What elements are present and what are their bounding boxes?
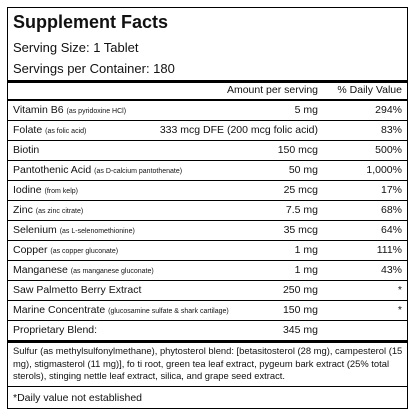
nutrient-name: Manganese xyxy=(13,264,68,276)
nutrient-name-cell: Zinc (as zinc citrate) xyxy=(13,201,83,221)
amount: 1 mg xyxy=(294,244,318,256)
nutrient-name-cell: Copper (as copper gluconate) xyxy=(13,241,118,261)
amount: 345 mg xyxy=(282,324,318,336)
daily-value: 294% xyxy=(375,104,402,116)
nutrient-source: (as D-calcium pantothenate) xyxy=(94,168,183,175)
daily-value: 1,000% xyxy=(366,164,402,176)
nutrient-source: (as pyridoxine HCl) xyxy=(66,108,127,115)
amount: 1 mg xyxy=(294,264,318,276)
nutrient-source: (as manganese gluconate) xyxy=(70,268,154,275)
blend-footnote: Sulfur (as methylsulfonylmethane), phyto… xyxy=(13,345,403,381)
nutrient-name-cell: Selenium (as L-selenomethionine) xyxy=(13,221,135,241)
nutrient-name: Copper xyxy=(13,244,48,256)
nutrient-name-cell: Marine Concentrate (glucosamine sulfate … xyxy=(13,301,229,321)
title: Supplement Facts xyxy=(13,12,169,32)
amount: 150 mg xyxy=(282,304,318,316)
daily-value: 500% xyxy=(375,144,402,156)
nutrient-row: Saw Palmetto Berry Extract 250 mg * xyxy=(8,281,407,301)
nutrient-name-cell: Folate (as folic acid) xyxy=(13,121,86,141)
nutrient-name: Iodine xyxy=(13,184,42,196)
nutrient-name: Biotin xyxy=(13,144,40,156)
amount: 250 mg xyxy=(282,284,318,296)
nutrient-row: Copper (as copper gluconate) 1 mg 111% xyxy=(8,241,407,261)
supplement-facts-panel: Supplement Facts Serving Size: 1 Tablet … xyxy=(7,7,408,409)
amount: 7.5 mg xyxy=(285,204,318,216)
amount: 5 mg xyxy=(294,104,318,116)
daily-value-note: *Daily value not established xyxy=(13,392,142,404)
amount: 25 mcg xyxy=(283,184,318,196)
nutrient-name-cell: Pantothenic Acid (as D-calcium pantothen… xyxy=(13,161,182,181)
nutrient-name: Proprietary Blend: xyxy=(13,324,98,336)
divider xyxy=(8,386,407,387)
nutrient-name-cell: Manganese (as manganese gluconate) xyxy=(13,261,154,281)
daily-value: 64% xyxy=(380,224,402,236)
nutrient-row: Pantothenic Acid (as D-calcium pantothen… xyxy=(8,161,407,181)
servings-per-container: Servings per Container: 180 xyxy=(13,61,175,76)
daily-value: * xyxy=(397,304,402,316)
nutrient-name: Marine Concentrate xyxy=(13,304,106,316)
nutrient-row: Proprietary Blend: 345 mg xyxy=(8,321,407,343)
nutrient-source: (glucosamine sulfate & shark cartilage) xyxy=(108,308,229,315)
nutrient-source: (as folic acid) xyxy=(45,128,87,135)
nutrient-name: Selenium xyxy=(13,224,57,236)
daily-value: 111% xyxy=(376,244,402,256)
amount: 150 mcg xyxy=(277,144,318,156)
nutrient-row: Selenium (as L-selenomethionine) 35 mcg 64… xyxy=(8,221,407,241)
column-label: Amount per serving xyxy=(226,84,318,96)
nutrient-row: Vitamin B6 (as pyridoxine HCl) 5 mg 294% xyxy=(8,101,407,121)
column-label: % Daily Value xyxy=(337,84,402,96)
nutrient-row: Marine Concentrate (glucosamine sulfate … xyxy=(8,301,407,321)
nutrient-name-cell: Iodine (from kelp) xyxy=(13,181,78,201)
daily-value: 68% xyxy=(380,204,402,216)
column-header: Amount per serving % Daily Value xyxy=(8,84,407,100)
daily-value: 43% xyxy=(380,264,402,276)
nutrient-source: (as L-selenomethionine) xyxy=(59,228,135,235)
divider xyxy=(8,99,407,101)
nutrient-name: Zinc xyxy=(13,204,33,216)
nutrient-row: Manganese (as manganese gluconate) 1 mg 43… xyxy=(8,261,407,281)
nutrient-source: (from kelp) xyxy=(44,188,78,195)
nutrient-row: Folate (as folic acid) 333 mcg DFE (200 m… xyxy=(8,121,407,141)
nutrient-source: (as zinc citrate) xyxy=(35,208,84,215)
nutrient-name: Saw Palmetto Berry Extract xyxy=(13,284,142,296)
amount: 35 mcg xyxy=(283,224,318,236)
daily-value: * xyxy=(397,284,402,296)
amount: 50 mg xyxy=(288,164,318,176)
nutrient-row: Zinc (as zinc citrate) 7.5 mg 68% xyxy=(8,201,407,221)
nutrient-source: (as copper gluconate) xyxy=(50,248,119,255)
nutrient-name-cell: Biotin xyxy=(13,141,39,160)
nutrient-row: Iodine (from kelp) 25 mcg 17% xyxy=(8,181,407,201)
daily-value: 17% xyxy=(380,184,402,196)
amount: 333 mcg DFE (200 mcg folic acid) xyxy=(159,124,318,136)
nutrient-name-cell: Vitamin B6 (as pyridoxine HCl) xyxy=(13,101,126,121)
nutrient-row: Biotin 150 mcg 500% xyxy=(8,141,407,161)
nutrient-name: Pantothenic Acid xyxy=(13,164,92,176)
nutrient-name-cell: Saw Palmetto Berry Extract xyxy=(13,281,141,300)
serving-size: Serving Size: 1 Tablet xyxy=(13,40,139,55)
nutrient-name: Vitamin B6 xyxy=(13,104,64,116)
nutrient-name: Folate xyxy=(13,124,43,136)
nutrient-name-cell: Proprietary Blend: xyxy=(13,321,97,340)
daily-value: 83% xyxy=(380,124,402,136)
divider xyxy=(8,80,407,83)
